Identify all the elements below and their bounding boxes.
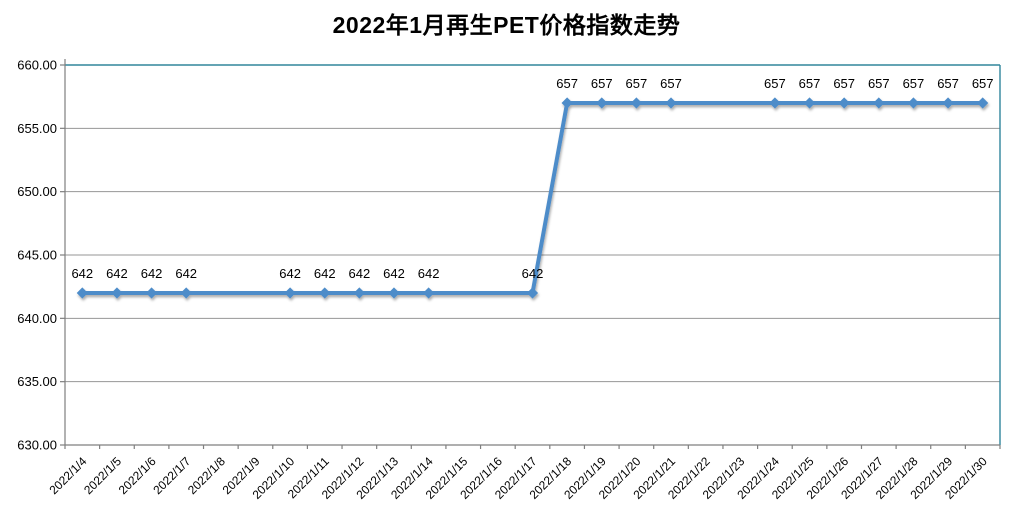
data-point-marker [769,97,781,109]
data-point-marker [942,97,954,109]
data-label: 657 [937,76,959,91]
y-axis-label: 640.00 [17,311,57,326]
data-point-marker [838,97,850,109]
data-label: 642 [349,266,371,281]
data-point-marker [388,287,400,299]
data-point-marker [76,287,88,299]
data-point-marker [180,287,192,299]
data-label: 657 [764,76,786,91]
data-label: 642 [383,266,405,281]
data-label: 642 [175,266,197,281]
data-label: 642 [314,266,336,281]
data-label: 657 [556,76,578,91]
data-point-marker [873,97,885,109]
data-label: 642 [279,266,301,281]
data-label: 657 [833,76,855,91]
data-point-marker [977,97,989,109]
data-label: 657 [660,76,682,91]
y-axis-label: 635.00 [17,374,57,389]
data-label: 642 [522,266,544,281]
data-point-marker [319,287,331,299]
data-label: 642 [71,266,93,281]
data-label: 642 [106,266,128,281]
data-point-marker [596,97,608,109]
data-label: 642 [141,266,163,281]
data-label: 657 [972,76,994,91]
data-point-marker [907,97,920,109]
data-point-marker [803,97,816,109]
data-point-marker [111,287,123,299]
data-point-marker [423,287,435,299]
y-axis-label: 645.00 [17,248,57,263]
price-index-series [76,97,989,299]
data-label: 642 [418,266,440,281]
chart-title: 2022年1月再生PET价格指数走势 [332,12,681,38]
data-point-marker [630,97,642,109]
data-point-marker [145,287,158,299]
data-label: 657 [868,76,890,91]
data-point-marker [284,287,296,299]
y-axis-label: 650.00 [17,184,57,199]
data-point-marker [526,287,539,299]
data-point-marker [561,97,573,109]
data-label: 657 [626,76,648,91]
data-label: 657 [903,76,925,91]
data-label: 657 [799,76,821,91]
y-axis-label: 660.00 [17,58,57,73]
data-point-marker [353,287,365,299]
series-line [80,101,985,295]
data-point-marker [665,97,677,109]
y-axis-label: 655.00 [17,121,57,136]
data-label: 657 [591,76,613,91]
y-axis-label: 630.00 [17,438,57,453]
